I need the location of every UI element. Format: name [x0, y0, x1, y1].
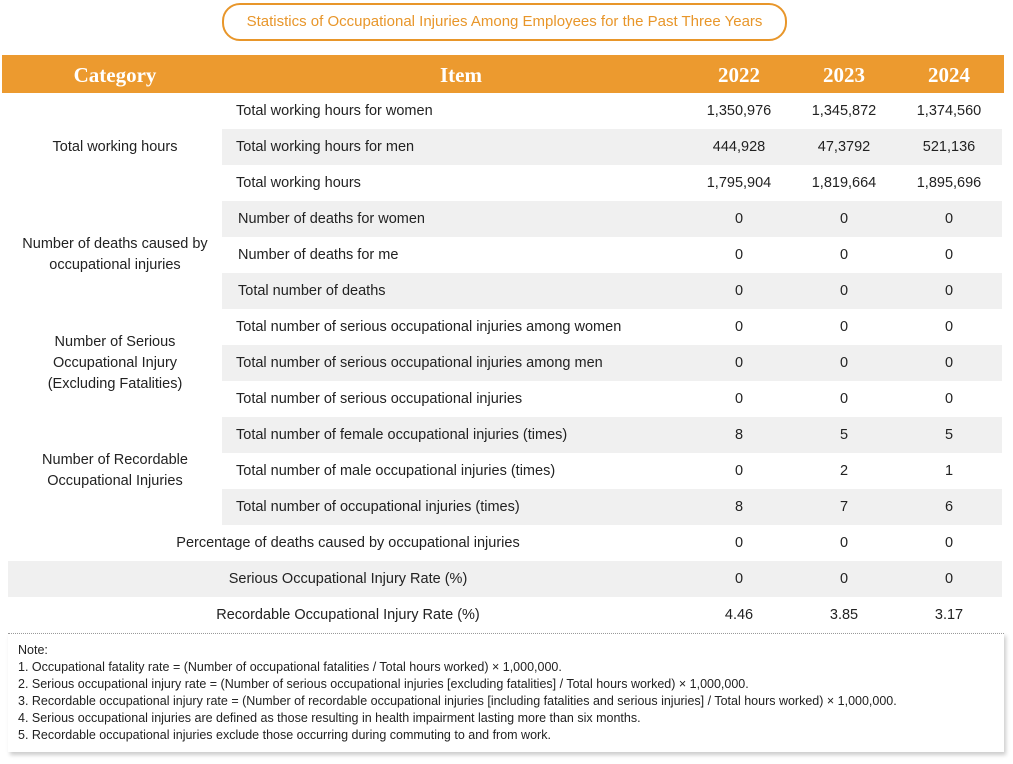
item-cell: Total number of female occupational inju…: [236, 427, 568, 443]
column-header: 2022: [718, 63, 760, 87]
value-cell: 1,350,976: [706, 103, 772, 119]
value-cell: 0: [839, 535, 849, 551]
item-cell: Total working hours for women: [236, 103, 433, 119]
notes-box: [8, 633, 1004, 752]
value-cell: 47,3792: [817, 139, 871, 155]
value-cell: 5: [839, 427, 849, 443]
row-shade: [222, 489, 1002, 525]
value-cell: 0: [944, 391, 954, 407]
note-item: 1. Occupational fatality rate = (Number …: [18, 660, 562, 674]
item-cell: Total number of male occupational injuri…: [236, 463, 556, 479]
note-item: 4. Serious occupational injuries are def…: [18, 711, 641, 725]
value-cell: 0: [839, 391, 849, 407]
value-cell: 1: [944, 463, 954, 479]
row-shade: [222, 129, 1002, 165]
value-cell: 521,136: [922, 139, 976, 155]
value-cell: 0: [734, 535, 744, 551]
row-shade: [222, 201, 1002, 237]
title: Statistics of Occupational Injuries Amon…: [222, 3, 787, 41]
note-item: 3. Recordable occupational injury rate =…: [18, 694, 897, 708]
item-cell: Total number of serious occupational inj…: [236, 391, 523, 407]
value-cell: 0: [944, 247, 954, 263]
item-cell: Total number of serious occupational inj…: [236, 319, 622, 335]
category-cell: Number of Serious Occupational Injury (E…: [47, 333, 183, 392]
value-cell: 5: [944, 427, 954, 443]
value-cell: 0: [944, 283, 954, 299]
category-cell: Number of deaths caused by occupational …: [22, 236, 208, 273]
value-cell: 1,819,664: [811, 175, 877, 191]
value-cell: 0: [734, 319, 744, 335]
value-cell: 4.46: [724, 607, 754, 623]
value-cell: 0: [839, 283, 849, 299]
value-cell: 7: [839, 499, 849, 515]
value-cell: 0: [839, 211, 849, 227]
note-heading: Note:: [18, 643, 48, 657]
summary-item-cell: Recordable Occupational Injury Rate (%): [216, 607, 480, 623]
item-cell: Number of deaths for me: [238, 247, 399, 263]
item-cell: Total number of deaths: [238, 283, 386, 299]
row-shade: [222, 345, 1002, 381]
value-cell: 0: [839, 355, 849, 371]
value-cell: 0: [944, 535, 954, 551]
summary-item-cell: Percentage of deaths caused by occupatio…: [176, 535, 520, 551]
row-shade: [222, 417, 1002, 453]
value-cell: 8: [734, 499, 744, 515]
category-cell: Number of Recordable Occupational Injuri…: [42, 452, 188, 489]
row-shade: [8, 561, 1002, 597]
item-cell: Total working hours for men: [236, 139, 415, 155]
value-cell: 0: [839, 571, 849, 587]
summary-item-cell: Serious Occupational Injury Rate (%): [228, 571, 468, 587]
note-item: 5. Recordable occupational injuries excl…: [18, 728, 551, 742]
item-cell: Total number of serious occupational inj…: [236, 355, 603, 371]
category-cell: Total working hours: [52, 138, 178, 155]
item-cell: Total number of occupational injuries (t…: [236, 499, 520, 515]
value-cell: 0: [734, 247, 744, 263]
value-cell: 1,374,560: [916, 103, 982, 119]
item-cell: Number of deaths for women: [238, 211, 425, 227]
value-cell: 0: [944, 571, 954, 587]
value-cell: 444,928: [712, 139, 766, 155]
item-cell: Total working hours: [236, 175, 361, 191]
value-cell: 1,795,904: [706, 175, 772, 191]
value-cell: 0: [944, 319, 954, 335]
value-cell: 0: [734, 211, 744, 227]
value-cell: 2: [839, 463, 849, 479]
row-shade: [222, 273, 1002, 309]
value-cell: 1,895,696: [916, 175, 982, 191]
value-cell: 3.17: [934, 607, 964, 623]
value-cell: 1,345,872: [811, 103, 877, 119]
note-item: 2. Serious occupational injury rate = (N…: [18, 677, 749, 691]
header-bar: [2, 55, 1004, 93]
column-header: Item: [440, 63, 482, 87]
column-header: 2023: [823, 63, 865, 87]
value-cell: 0: [944, 211, 954, 227]
column-header: Category: [73, 63, 157, 87]
value-cell: 0: [734, 283, 744, 299]
value-cell: 0: [734, 391, 744, 407]
value-cell: 0: [734, 571, 744, 587]
value-cell: 8: [734, 427, 744, 443]
column-header: 2024: [928, 63, 970, 87]
value-cell: 0: [839, 247, 849, 263]
value-cell: 0: [734, 355, 744, 371]
value-cell: 0: [944, 355, 954, 371]
value-cell: 3.85: [829, 607, 859, 623]
value-cell: 6: [944, 499, 954, 515]
value-cell: 0: [734, 463, 744, 479]
value-cell: 0: [839, 319, 849, 335]
